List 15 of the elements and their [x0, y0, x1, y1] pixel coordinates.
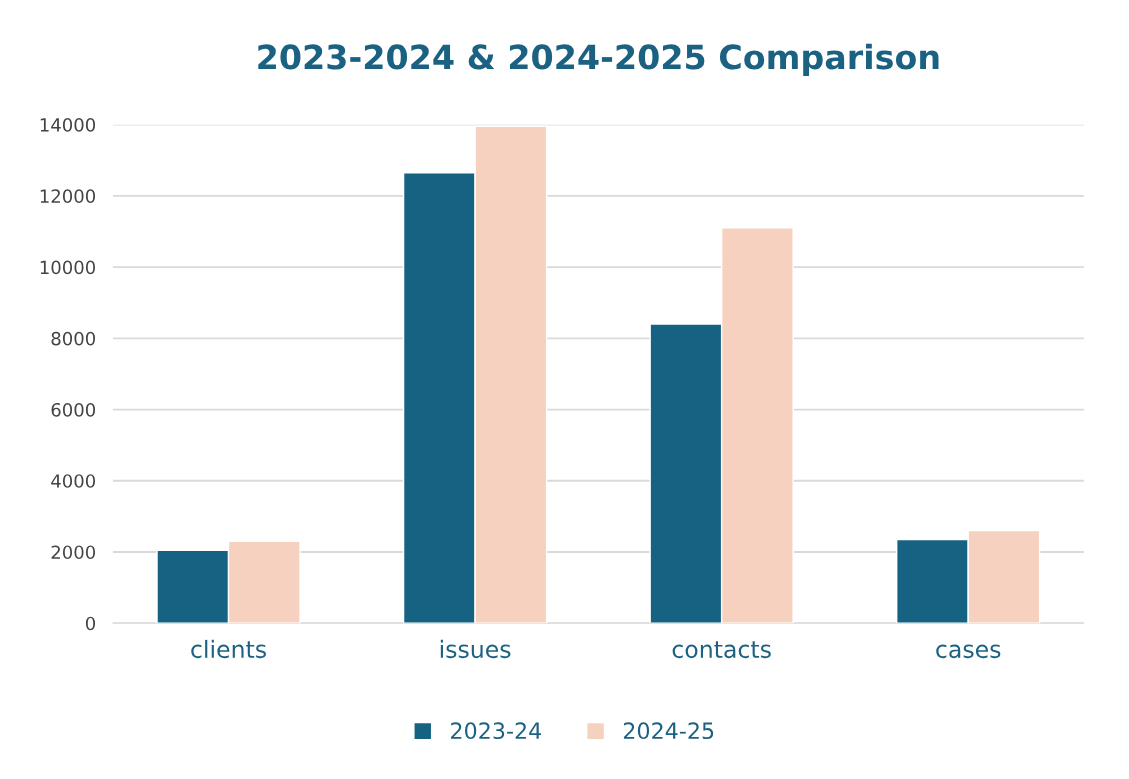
- x-tick-label: contacts: [672, 641, 771, 659]
- x-tick-label: issues: [440, 639, 511, 659]
- y-tick-label: 6000: [51, 402, 96, 417]
- y-tick-label: 0: [85, 616, 96, 631]
- legend-label: 2024-25: [623, 722, 714, 740]
- x-tick-label: cases: [936, 644, 1001, 659]
- chart-title: 2023-2024 & 2024-2025 Comparison: [258, 43, 939, 77]
- y-tick-label: 2000: [51, 545, 96, 560]
- legend-label: 2023-24: [451, 722, 542, 740]
- x-tick-label: clients: [191, 639, 266, 659]
- y-tick-label: 10000: [40, 260, 96, 275]
- y-tick-label: 12000: [40, 189, 96, 203]
- y-tick-label: 8000: [51, 331, 96, 346]
- y-tick-label: 14000: [40, 118, 96, 132]
- y-tick-label: 4000: [51, 474, 96, 488]
